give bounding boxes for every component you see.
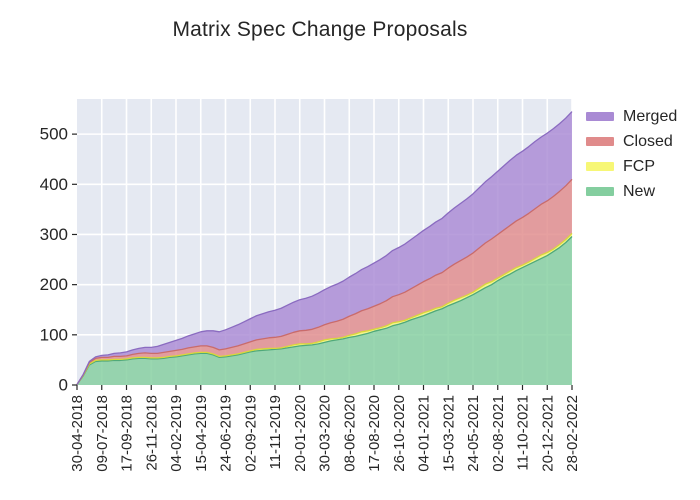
xtick-label: 17-09-2018	[119, 395, 136, 472]
xtick-label: 20-12-2021	[539, 395, 556, 472]
xtick-label: 11-10-2021	[515, 395, 532, 471]
ytick-label: 500	[40, 125, 68, 144]
xtick-label: 15-03-2021	[440, 395, 457, 472]
area-line-fcp	[76, 233, 573, 385]
chart-title: Matrix Spec Change Proposals	[172, 18, 468, 41]
xtick-label: 20-01-2020	[292, 395, 309, 472]
legend-label: FCP	[623, 157, 655, 175]
xtick-label: 17-08-2020	[366, 395, 383, 472]
ytick-label: 0	[59, 375, 68, 394]
xtick-label: 02-08-2021	[490, 395, 507, 472]
legend-label: New	[623, 182, 656, 200]
ytick-label: 300	[40, 225, 68, 244]
xtick-label: 28-02-2022	[564, 395, 581, 472]
legend-swatch-icon	[586, 187, 614, 196]
area-series-merged	[77, 111, 572, 385]
legend-swatch-icon	[586, 162, 614, 171]
area-line-new	[76, 236, 573, 385]
xtick-label: 09-07-2018	[94, 395, 111, 472]
xtick-label: 08-06-2020	[341, 395, 358, 472]
area-line-closed	[76, 178, 573, 385]
xtick-label: 26-11-2018	[143, 395, 160, 471]
ytick-label: 100	[40, 325, 68, 344]
xtick-label: 04-01-2021	[416, 395, 433, 472]
legend-swatch-icon	[586, 112, 614, 121]
legend-label: Closed	[623, 132, 673, 150]
ytick-label: 200	[40, 275, 68, 294]
xtick-label: 04-02-2019	[168, 395, 185, 472]
ytick-label: 400	[40, 175, 68, 194]
legend-swatch-icon	[586, 137, 614, 146]
xtick-label: 26-10-2020	[391, 395, 408, 472]
xtick-label: 30-04-2018	[69, 395, 86, 472]
legend-item-fcp[interactable]: FCP	[586, 154, 700, 179]
area-series-new	[77, 236, 572, 385]
chart-legend: Merged Closed FCP New	[586, 104, 700, 204]
legend-item-new[interactable]: New	[586, 179, 700, 204]
xtick-label: 30-03-2020	[317, 395, 334, 472]
xtick-label: 15-04-2019	[193, 395, 210, 472]
legend-item-closed[interactable]: Closed	[586, 129, 700, 154]
area-series-closed	[77, 179, 572, 385]
xtick-label: 02-09-2019	[242, 395, 259, 472]
xtick-label: 24-06-2019	[218, 395, 235, 472]
legend-label: Merged	[623, 107, 678, 125]
xtick-label: 11-11-2019	[267, 395, 284, 470]
xtick-label: 24-05-2021	[465, 395, 482, 472]
area-line-merged	[76, 111, 573, 385]
legend-item-merged[interactable]: Merged	[586, 104, 700, 129]
